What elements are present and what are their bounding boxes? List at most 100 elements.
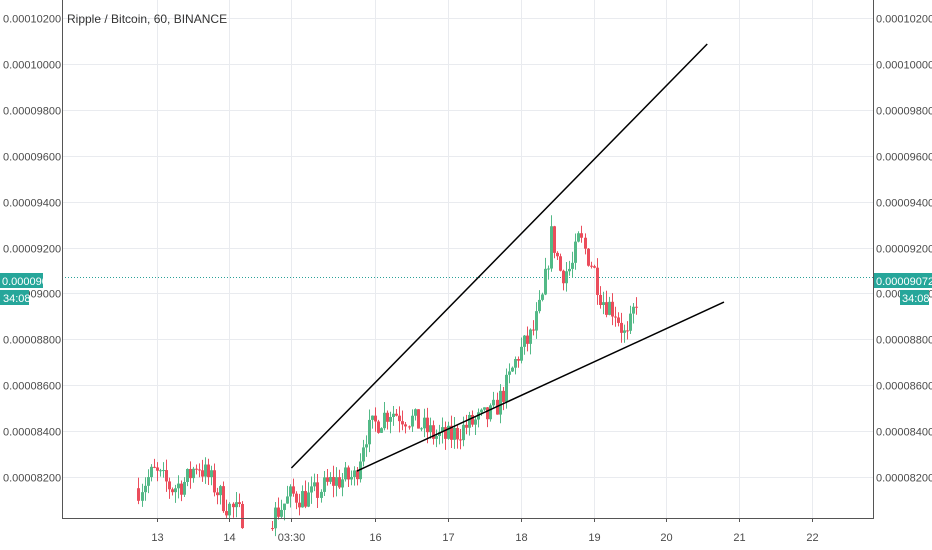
candle-body[interactable] (398, 415, 401, 422)
candle-body[interactable] (137, 488, 140, 501)
candle-body[interactable] (320, 491, 323, 498)
candle-body[interactable] (453, 427, 456, 440)
candle-body[interactable] (225, 511, 228, 516)
candle-body[interactable] (520, 346, 523, 361)
candle-body[interactable] (499, 390, 502, 415)
candle-body[interactable] (377, 421, 380, 433)
candle-body[interactable] (574, 241, 577, 263)
candle-body[interactable] (232, 503, 235, 508)
candle-body[interactable] (362, 447, 365, 462)
candle-body[interactable] (371, 415, 374, 420)
candle-body[interactable] (544, 268, 547, 295)
candle-body[interactable] (271, 528, 274, 530)
candle-body[interactable] (441, 427, 444, 433)
candle-body[interactable] (596, 267, 599, 295)
candle-body[interactable] (347, 467, 350, 480)
candle-body[interactable] (571, 262, 574, 269)
candle-body[interactable] (532, 329, 535, 331)
candle-body[interactable] (204, 464, 207, 477)
candle-body[interactable] (414, 409, 417, 416)
candle-body[interactable] (635, 306, 638, 308)
candle-body[interactable] (380, 428, 383, 433)
candle-body[interactable] (323, 477, 326, 492)
candle-body[interactable] (477, 412, 480, 420)
candle-body[interactable] (395, 413, 398, 416)
candle-body[interactable] (468, 414, 471, 428)
candle-body[interactable] (517, 359, 520, 361)
candle-body[interactable] (550, 226, 553, 269)
candle-body[interactable] (195, 468, 198, 470)
candle-body[interactable] (605, 302, 608, 315)
candle-body[interactable] (241, 503, 244, 529)
candle-body[interactable] (590, 265, 593, 267)
candle-body[interactable] (556, 252, 559, 257)
candle-body[interactable] (183, 481, 186, 495)
candle-body[interactable] (177, 483, 180, 489)
candle-body[interactable] (602, 302, 605, 305)
candle-body[interactable] (389, 417, 392, 422)
candle-body[interactable] (198, 469, 201, 471)
candle-body[interactable] (629, 313, 632, 331)
candle-body[interactable] (274, 507, 277, 529)
candle-body[interactable] (562, 270, 565, 284)
candle-body[interactable] (356, 470, 359, 480)
candle-body[interactable] (365, 444, 368, 448)
candle-body[interactable] (411, 415, 414, 427)
candle-body[interactable] (180, 483, 183, 495)
candle-body[interactable] (292, 486, 295, 494)
candle-body[interactable] (344, 467, 347, 480)
candle-body[interactable] (228, 503, 231, 516)
candle-body[interactable] (165, 470, 168, 482)
candle-body[interactable] (505, 374, 508, 402)
candle-body[interactable] (474, 419, 477, 425)
candle-body[interactable] (611, 301, 614, 317)
candle-body[interactable] (435, 435, 438, 439)
candle-body[interactable] (465, 424, 468, 428)
candle-body[interactable] (171, 489, 174, 493)
candle-body[interactable] (584, 237, 587, 249)
candle-body[interactable] (526, 335, 529, 344)
candle-body[interactable] (189, 468, 192, 479)
candle-body[interactable] (174, 488, 177, 493)
candle-body[interactable] (353, 470, 356, 477)
candle-body[interactable] (623, 330, 626, 333)
candle-body[interactable] (444, 427, 447, 439)
candle-body[interactable] (450, 425, 453, 440)
candle-body[interactable] (523, 335, 526, 347)
candle-body[interactable] (213, 470, 216, 493)
candle-body[interactable] (216, 492, 219, 496)
candle-body[interactable] (374, 415, 377, 422)
candle-body[interactable] (335, 477, 338, 486)
candle-body[interactable] (614, 316, 617, 318)
candle-body[interactable] (280, 509, 283, 517)
candle-body[interactable] (514, 359, 517, 368)
candle-body[interactable] (489, 405, 492, 420)
candle-body[interactable] (332, 476, 335, 486)
candle-body[interactable] (547, 268, 550, 270)
candle-body[interactable] (326, 477, 329, 482)
candle-body[interactable] (559, 256, 562, 271)
candle-body[interactable] (147, 477, 150, 486)
candle-body[interactable] (580, 233, 583, 238)
candle-body[interactable] (341, 479, 344, 488)
trendline-lower[interactable] (356, 301, 725, 472)
candle-body[interactable] (141, 492, 144, 501)
candle-body[interactable] (438, 432, 441, 436)
candle-body[interactable] (492, 399, 495, 406)
candle-body[interactable] (496, 399, 499, 415)
candle-body[interactable] (150, 466, 153, 478)
candle-body[interactable] (307, 492, 310, 507)
candle-body[interactable] (426, 417, 429, 433)
candle-body[interactable] (383, 412, 386, 429)
candle-body[interactable] (568, 268, 571, 272)
candle-body[interactable] (587, 248, 590, 266)
candle-body[interactable] (626, 330, 629, 332)
candle-body[interactable] (511, 367, 514, 372)
candle-body[interactable] (620, 322, 623, 333)
candle-body[interactable] (632, 306, 635, 314)
candle-body[interactable] (471, 414, 474, 425)
candle-body[interactable] (502, 390, 505, 402)
candle-body[interactable] (577, 233, 580, 242)
candle-body[interactable] (429, 425, 432, 433)
candle-body[interactable] (219, 486, 222, 496)
